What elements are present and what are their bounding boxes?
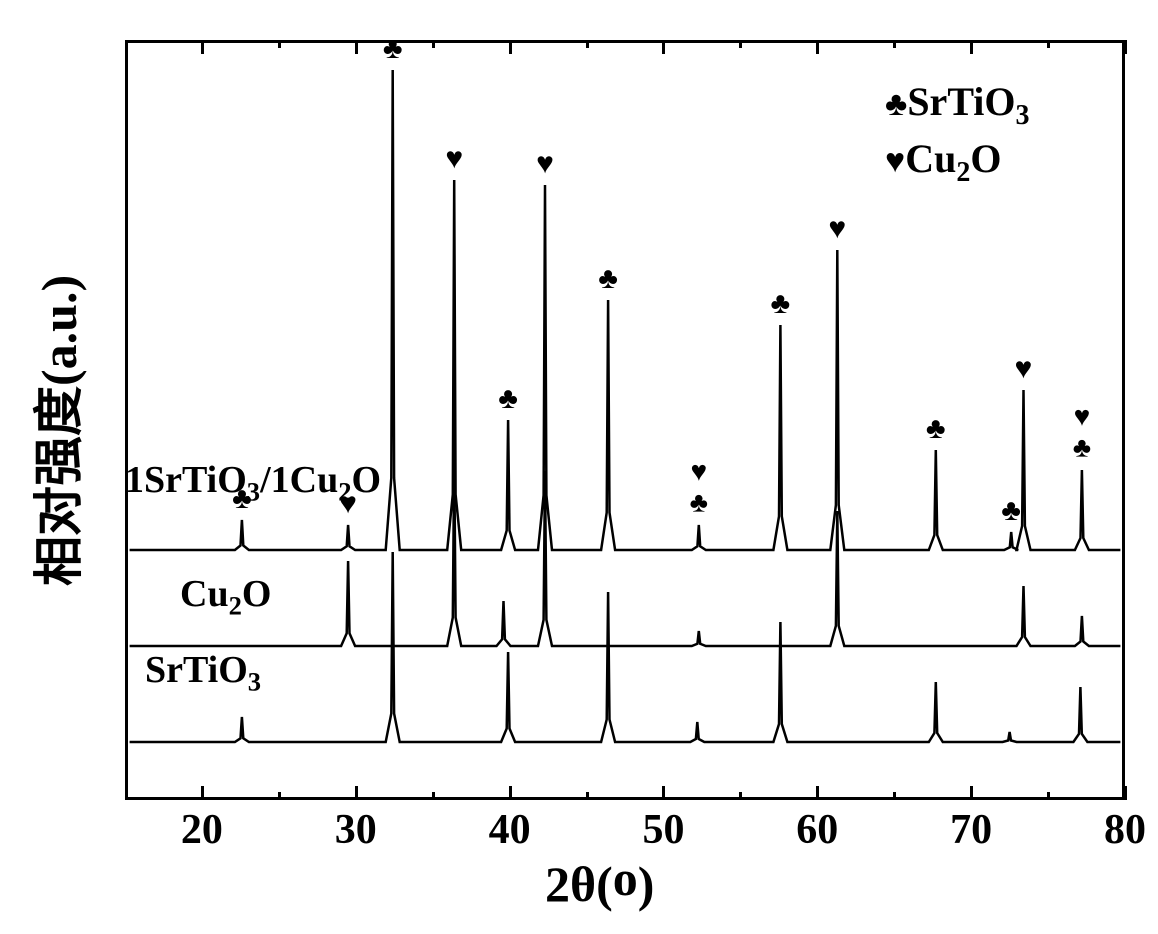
x-minor-tick — [432, 792, 435, 800]
trace-label-SrTiO3: SrTiO3 — [145, 648, 261, 698]
x-major-tick — [1124, 786, 1127, 800]
heart-icon: ♥ — [445, 144, 463, 174]
x-minor-tick — [893, 792, 896, 800]
x-major-tick — [355, 40, 358, 54]
x-major-tick — [970, 40, 973, 54]
x-minor-tick — [586, 40, 589, 48]
x-minor-tick — [432, 40, 435, 48]
club-icon: ♣ — [232, 484, 252, 514]
x-minor-tick — [278, 792, 281, 800]
x-tick-label: 40 — [489, 806, 531, 854]
x-tick-label: 80 — [1104, 806, 1146, 854]
x-major-tick — [816, 786, 819, 800]
x-minor-tick — [278, 40, 281, 48]
marker-stack: ♥♣ — [1073, 402, 1091, 464]
x-major-tick — [509, 40, 512, 54]
x-tick-label: 30 — [335, 806, 377, 854]
x-major-tick — [201, 40, 204, 54]
heart-icon: ♥ — [339, 489, 357, 519]
marker-stack: ♥♣ — [690, 457, 708, 519]
x-minor-tick — [739, 792, 742, 800]
x-major-tick — [662, 786, 665, 800]
x-minor-tick — [586, 792, 589, 800]
x-minor-tick — [739, 40, 742, 48]
xrd-figure: 相对强度(a.u.) 2θ(o) ♣SrTiO3 ♥Cu2O 203040506… — [0, 0, 1158, 934]
x-major-tick — [355, 786, 358, 800]
club-icon: ♣ — [771, 289, 791, 319]
club-icon: ♣ — [926, 414, 946, 444]
club-icon: ♣ — [1001, 496, 1021, 526]
x-major-tick — [1124, 40, 1127, 54]
x-tick-label: 50 — [642, 806, 684, 854]
x-tick-label: 70 — [950, 806, 992, 854]
heart-icon: ♥ — [828, 214, 846, 244]
x-major-tick — [509, 786, 512, 800]
x-minor-tick — [1047, 792, 1050, 800]
x-minor-tick — [893, 40, 896, 48]
x-major-tick — [816, 40, 819, 54]
x-major-tick — [662, 40, 665, 54]
club-icon: ♣ — [383, 34, 403, 64]
x-minor-tick — [1047, 40, 1050, 48]
heart-icon: ♥ — [1015, 354, 1033, 384]
club-icon: ♣ — [498, 384, 518, 414]
x-tick-label: 20 — [181, 806, 223, 854]
heart-icon: ♥ — [536, 149, 554, 179]
trace-label-Cu2O: Cu2O — [180, 572, 271, 622]
x-major-tick — [201, 786, 204, 800]
club-icon: ♣ — [598, 264, 618, 294]
x-tick-label: 60 — [796, 806, 838, 854]
x-major-tick — [970, 786, 973, 800]
